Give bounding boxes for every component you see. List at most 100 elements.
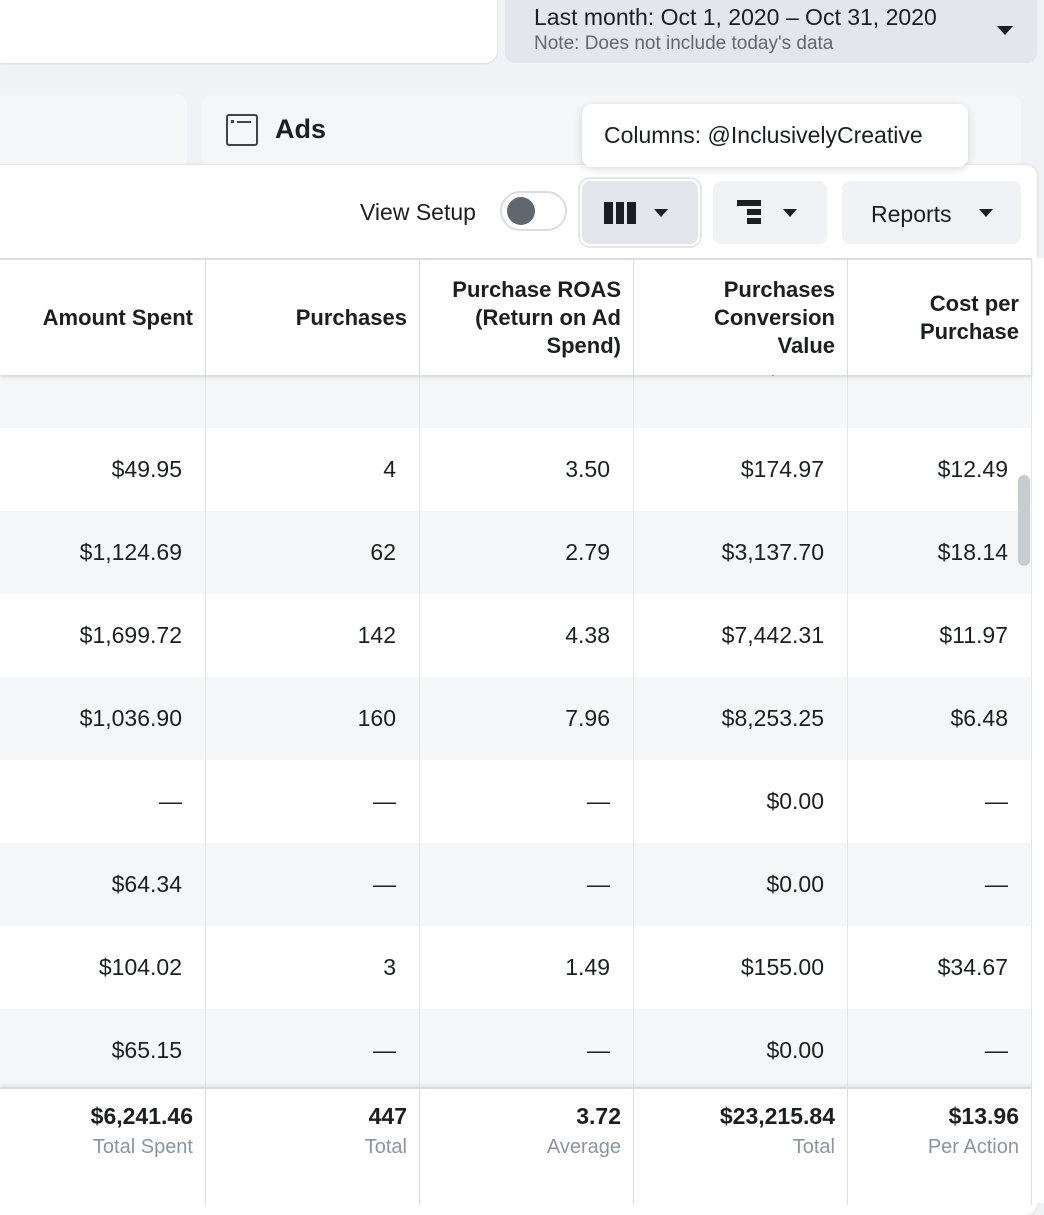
table-cell: $49.95 (0, 428, 206, 511)
total-cell: 3.72 Average (420, 1089, 634, 1205)
total-label: Total (364, 1136, 407, 1158)
column-header[interactable]: Purchases (206, 260, 420, 375)
table-cell: $155.00 (634, 926, 848, 1009)
table-cell: — (0, 760, 206, 843)
total-cell: $6,241.46 Total Spent (0, 1089, 206, 1205)
table-row[interactable]: $1,124.69 62 2.79 $3,137.70 $18.14 (0, 511, 1032, 594)
total-value: 447 (368, 1103, 407, 1129)
table-cell: $0.00 (634, 843, 848, 926)
table-cell: $64.34 (0, 843, 206, 926)
table-cell (0, 353, 206, 428)
date-range-picker[interactable]: Last month: Oct 1, 2020 – Oct 31, 2020 N… (505, 0, 1037, 63)
total-label: Total Spent (92, 1136, 193, 1158)
table-row[interactable]: $0.00 (0, 353, 1032, 428)
total-value: $6,241.46 (90, 1103, 193, 1129)
column-header-label: Amount Spent (42, 304, 193, 330)
caret-down-icon (997, 26, 1013, 35)
columns-tooltip: Columns: @InclusivelyCreative (582, 104, 968, 167)
total-cell: 447 Total (206, 1089, 420, 1205)
table-cell: 2.79 (420, 511, 634, 594)
table-cell: 7.96 (420, 677, 634, 760)
table-cell: $7,442.31 (634, 594, 848, 677)
table-cell: — (848, 843, 1032, 926)
table-cell: — (420, 843, 634, 926)
table-row[interactable]: $49.95 4 3.50 $174.97 $12.49 (0, 428, 1032, 511)
table-cell: $174.97 (634, 428, 848, 511)
table-cell: 160 (206, 677, 420, 760)
table-cell: 4.38 (420, 594, 634, 677)
table-cell: $1,699.72 (0, 594, 206, 677)
view-setup-toggle[interactable] (500, 191, 567, 231)
table-row[interactable]: $1,036.90 160 7.96 $8,253.25 $6.48 (0, 677, 1032, 760)
table-cell: $18.14 (848, 511, 1032, 594)
table-cell: — (206, 760, 420, 843)
table-row[interactable]: $64.34— — $0.00— (0, 843, 1032, 926)
date-range-label: Last month: Oct 1, 2020 – Oct 31, 2020 (534, 4, 937, 30)
ad-sets-tab[interactable] (0, 95, 187, 175)
table-header: Amount Spent Purchases Purchase ROAS (Retu… (0, 258, 1032, 375)
total-cell: $23,215.84 Total (634, 1089, 848, 1205)
table-cell: — (420, 1009, 634, 1092)
reports-label: Reports (871, 201, 952, 227)
table-cell: $6.48 (848, 677, 1032, 760)
table-cell: 4 (206, 428, 420, 511)
table-cell: — (848, 760, 1032, 843)
table-cell: — (206, 843, 420, 926)
column-header[interactable]: Amount Spent (0, 260, 206, 375)
table-cell (848, 353, 1032, 428)
table-cell: $1,124.69 (0, 511, 206, 594)
table-row[interactable]: — — — $0.00— (0, 760, 1032, 843)
window-icon (226, 114, 258, 146)
table-cell: $1,036.90 (0, 677, 206, 760)
table-cell: $0.00 (634, 760, 848, 843)
table-cell: $65.15 (0, 1009, 206, 1092)
column-header[interactable]: Cost per Purchase (848, 260, 1032, 375)
column-header-label: Purchases (295, 304, 407, 330)
total-label: Per Action (927, 1136, 1019, 1158)
column-header-label: Purchase ROAS (Return on Ad Spend) (452, 276, 621, 358)
ads-tab-label: Ads (275, 114, 327, 144)
table-row[interactable]: $1,699.72 142 4.38 $7,442.31 $11.97 (0, 594, 1032, 677)
table-cell: 142 (206, 594, 420, 677)
caret-down-icon (654, 209, 668, 217)
caret-down-icon (979, 209, 993, 217)
date-range-note: Note: Does not include today's data (534, 33, 834, 54)
table-cell: $11.97 (848, 594, 1032, 677)
total-cell: $13.96 Per Action (848, 1089, 1032, 1205)
table-cell: 3 (206, 926, 420, 1009)
reports-button[interactable]: Reports (842, 181, 1021, 244)
table-cell: $3,137.70 (634, 511, 848, 594)
search-box[interactable] (0, 0, 497, 63)
table-row[interactable]: $104.02 3 1.49 $155.00 $34.67 (0, 926, 1032, 1009)
table-cell: $8,253.25 (634, 677, 848, 760)
table-cell (420, 353, 634, 428)
vertical-scrollbar[interactable] (1018, 475, 1030, 566)
total-label: Total (792, 1136, 835, 1158)
column-header[interactable]: Purchase ROAS (Return on Ad Spend) (420, 260, 634, 375)
total-value: $23,215.84 (719, 1103, 835, 1129)
table-row[interactable]: $65.15— — $0.00— (0, 1009, 1032, 1092)
table-cell: 3.50 (420, 428, 634, 511)
table-cell (206, 353, 420, 428)
column-header-label: Purchases Conversion Value (713, 276, 835, 358)
view-setup-label: View Setup (360, 199, 476, 225)
table-cell: — (206, 1009, 420, 1092)
columns-icon (604, 202, 637, 224)
total-value: 3.72 (576, 1103, 621, 1129)
table-cell: $12.49 (848, 428, 1032, 511)
table-cell: — (848, 1009, 1032, 1092)
table-cell: — (420, 760, 634, 843)
table-edge (1032, 258, 1044, 1203)
caret-down-icon (783, 209, 797, 217)
table-totals: $6,241.46 Total Spent 447 Total 3.72 Average $… (0, 1087, 1032, 1205)
breakdown-button[interactable] (713, 181, 827, 244)
columns-button[interactable] (578, 177, 702, 248)
breakdown-icon (737, 200, 761, 224)
toggle-knob (507, 197, 535, 225)
total-label: Average (546, 1136, 621, 1158)
column-header[interactable]: Purchases Conversion Value (634, 260, 848, 375)
column-header-label: Cost per Purchase (919, 290, 1019, 344)
total-value: $13.96 (948, 1103, 1019, 1129)
table-cell: $104.02 (0, 926, 206, 1009)
table-cell: $0.00 (634, 1009, 848, 1092)
